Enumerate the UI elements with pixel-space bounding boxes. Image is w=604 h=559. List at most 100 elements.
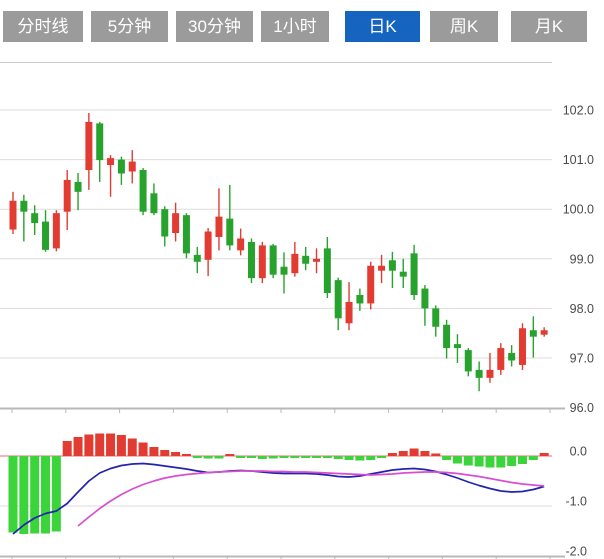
macd-bar-35-down [377,456,387,458]
candle-34-up [367,265,375,304]
macd-bar-6-up [62,441,72,456]
candle-40-down [432,308,440,327]
macd-axis-label: -2.0 [565,545,587,559]
candle-44-down [475,369,483,378]
macd-bar-47-down [507,456,517,466]
price-axis-label: 101.0 [563,153,594,167]
tab-2[interactable]: 5分钟 [91,11,168,42]
macd-bar-46-down [496,456,506,468]
macd-bar-15-up [160,450,170,456]
macd-bar-50-up [539,453,549,456]
macd-bar-1-down [8,456,18,533]
macd-bar-34-down [366,456,376,460]
macd-bar-36-up [387,453,397,456]
candle-43-down [464,350,472,372]
candle-25-down [269,245,277,275]
macd-axis-label: -1.0 [565,495,587,509]
candle-49-down [529,330,537,337]
tab-3[interactable]: 30分钟 [176,11,253,42]
price-axis-label: 102.0 [563,104,594,118]
macd-bar-8-up [84,434,94,456]
tab-7[interactable]: 月K [511,11,587,42]
candle-50-up [540,330,548,335]
macd-bar-42-down [452,456,462,464]
macd-bar-2-down [19,456,29,534]
candle-15-down [161,209,169,237]
macd-bar-7-up [73,437,83,456]
candle-31-down [334,280,342,319]
candle-33-down [356,295,364,304]
candle-26-down [280,266,288,275]
candle-38-down [410,253,418,296]
candle-27-up [291,253,299,274]
macd-bar-48-down [517,456,527,464]
candle-47-down [508,353,516,361]
candle-11-down [117,159,125,174]
macd-bar-11-up [116,435,126,456]
candle-18-down [193,254,201,262]
macd-bar-44-down [474,456,484,467]
candle-5-up [52,213,60,249]
candle-37-down [399,271,407,277]
macd-bar-27-down [290,456,300,458]
candle-3-down [31,213,39,224]
macd-bar-18-down [192,456,202,458]
macd-bar-30-down [322,456,332,458]
candle-48-up [518,328,526,365]
macd-bar-10-up [106,433,116,456]
macd-bar-4-down [41,456,51,534]
macd-bar-28-down [301,456,311,458]
candle-6-up [63,179,71,212]
macd-bar-43-down [463,456,473,466]
tab-1[interactable]: 分时线 [3,11,83,42]
price-axis-label: 99.0 [570,252,594,266]
macd-bar-21-up [225,454,235,456]
candle-8-up [85,121,93,171]
candle-17-down [182,215,190,254]
candle-16-up [172,213,180,234]
price-axis-label: 96.0 [570,401,594,415]
macd-bar-3-down [30,456,40,534]
candle-32-up [345,301,353,324]
macd-bar-29-down [312,456,322,458]
macd-bar-49-down [528,456,538,460]
candle-12-up [128,161,136,172]
candle-29-up [313,258,321,262]
candle-36-down [388,260,396,271]
candle-9-down [96,123,104,161]
macd-bar-13-up [138,442,148,456]
candle-14-down [150,193,158,214]
macd-bar-24-down [257,456,267,459]
macd-bar-45-down [485,456,495,468]
candle-42-down [453,344,461,349]
candle-7-down [74,181,82,192]
candle-45-up [486,369,494,378]
price-axis-label: 98.0 [570,302,594,316]
dea-line [77,470,545,527]
price-axis-label: 100.0 [563,203,594,217]
candle-21-down [226,218,234,246]
macd-bar-33-down [355,456,365,461]
interval-tab-bar: 分时线 5分钟 30分钟 1小时 日K 周K 月K [0,0,604,52]
macd-bar-17-up [181,454,191,456]
macd-bar-32-down [344,456,354,460]
tab-6[interactable]: 周K [430,11,498,42]
candle-19-up [204,231,212,260]
price-axis-label: 97.0 [570,352,594,366]
macd-bar-20-down [214,456,224,459]
macd-bar-25-down [268,456,278,459]
candle-46-up [497,348,505,370]
macd-bar-5-down [51,456,61,532]
macd-bar-19-down [203,456,213,459]
candle-23-down [247,241,255,279]
tab-5-active[interactable]: 日K [345,11,420,42]
macd-bar-12-up [127,438,137,456]
macd-bar-9-up [95,433,105,456]
candle-28-down [302,255,310,264]
tab-4[interactable]: 1小时 [261,11,329,42]
candle-4-down [42,221,50,250]
macd-bar-26-down [279,456,289,458]
candle-22-up [237,238,245,251]
